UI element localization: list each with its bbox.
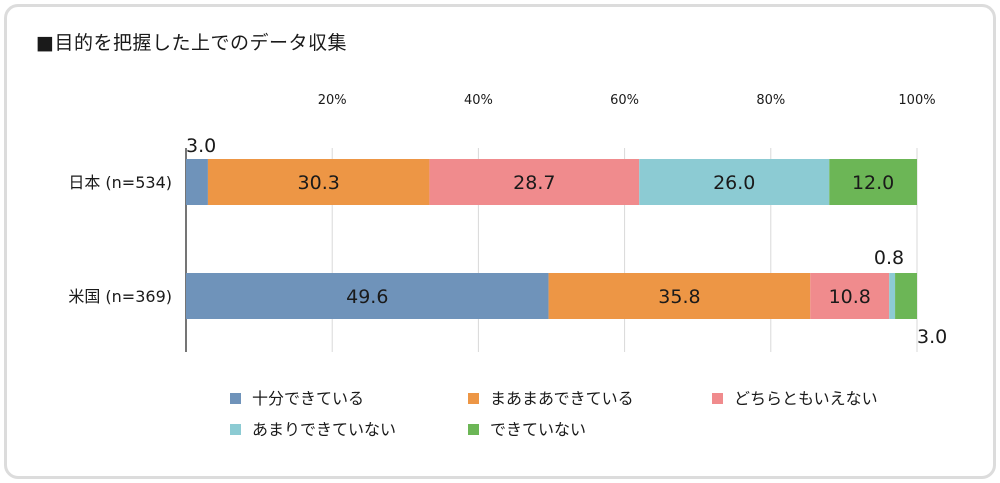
bar-segment [810, 273, 890, 319]
bar-segment [207, 159, 430, 205]
bar-segment [639, 159, 830, 205]
legend-label: どちらともいえない [734, 389, 878, 408]
bar-segment [895, 273, 917, 319]
chart-frame [4, 4, 996, 479]
data-label: 30.3 [298, 172, 340, 194]
data-label: 26.0 [713, 172, 755, 194]
legend-swatch [712, 393, 723, 404]
legend-swatch [230, 393, 241, 404]
data-label: 10.8 [829, 286, 871, 308]
legend-label: まあまあできている [490, 389, 634, 408]
data-label: 0.8 [874, 247, 904, 269]
bar-segment [429, 159, 640, 205]
tick-label: 20% [318, 93, 347, 108]
bar-segment [889, 273, 896, 319]
legend-swatch [468, 393, 479, 404]
data-label: 49.6 [346, 286, 388, 308]
legend-swatch [230, 424, 241, 435]
bar-segment [829, 159, 917, 205]
bar-segment [548, 273, 811, 319]
tick-label: 80% [756, 93, 785, 108]
tick-label: 40% [464, 93, 493, 108]
data-label: 35.8 [658, 286, 700, 308]
tick-label: 100% [898, 93, 935, 108]
legend-label: あまりできていない [252, 420, 396, 439]
legend-swatch [468, 424, 479, 435]
data-label: 28.7 [513, 172, 555, 194]
category-label: 米国 (n=369) [68, 287, 172, 306]
data-label: 3.0 [186, 135, 216, 157]
bar-segment [186, 159, 208, 205]
chart-title: ■目的を把握した上でのデータ収集 [36, 32, 347, 54]
category-label: 日本 (n=534) [68, 173, 172, 192]
legend-label: 十分できている [252, 389, 364, 408]
data-label: 12.0 [852, 172, 894, 194]
bar-segment [186, 273, 549, 319]
legend-label: できていない [490, 420, 586, 439]
data-label: 3.0 [917, 326, 947, 348]
tick-label: 60% [610, 93, 639, 108]
